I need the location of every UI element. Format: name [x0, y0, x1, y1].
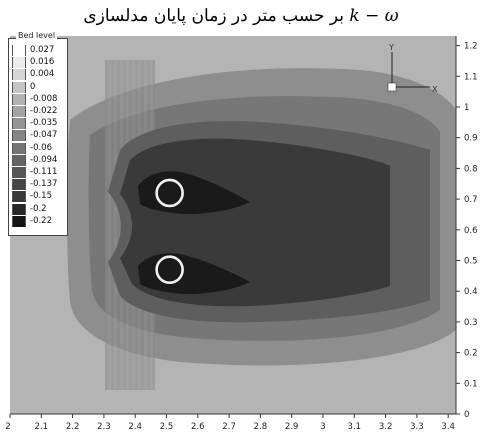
x-tick-label: 2.4 [128, 422, 142, 432]
x-tick-label: 2 [5, 422, 10, 432]
legend-label: -0.047 [30, 130, 58, 141]
pier-circle [155, 255, 184, 285]
legend: Bed level 0.027 0.016 0.004 0 -0.008 -0.022 -0… [8, 31, 68, 236]
legend-label: -0.035 [30, 118, 58, 129]
legend-swatch [12, 167, 26, 178]
legend-entry: -0.137 [12, 179, 64, 191]
legend-label: -0.022 [30, 106, 58, 116]
x-tick-label: 3.3 [410, 422, 424, 432]
legend-entry: -0.035 [12, 118, 64, 130]
y-tick-label: 0.7 [464, 195, 478, 205]
x-tick-label: 2.9 [285, 422, 299, 432]
scour-hole-lower [138, 253, 250, 294]
legend-label: -0.22 [30, 215, 52, 226]
y-tick-label: 0.3 [464, 318, 478, 328]
x-tick-label: 2.6 [191, 422, 205, 432]
legend-entry: 0.027 [12, 45, 64, 56]
x-tick-label: 2.5 [160, 422, 174, 432]
x-tick-label: 2.1 [35, 422, 49, 432]
legend-swatch [12, 142, 26, 154]
y-tick-label: 0.5 [464, 257, 478, 267]
y-tick-label: 0.2 [464, 349, 478, 359]
legend-entry: -0.094 [12, 154, 64, 166]
legend-swatch [12, 69, 26, 81]
legend-swatch [12, 179, 26, 191]
legend-label: -0.008 [30, 93, 58, 104]
legend-entry: -0.047 [12, 130, 64, 142]
legend-swatch [12, 191, 26, 203]
x-tick-label: 3.2 [379, 422, 393, 432]
y-tick-label: 0 [464, 410, 469, 420]
legend-swatch [12, 118, 26, 130]
figure-caption: بر حسب متر در زمان پایان مدلسازی k − ω [0, 6, 486, 26]
coordinate-triad: Y X [387, 43, 438, 94]
x-tick-label: 2.2 [66, 422, 80, 432]
legend-entry: -0.22 [12, 215, 64, 227]
legend-swatch [12, 93, 26, 105]
legend-entry: -0.2 [12, 203, 64, 215]
legend-label: 0 [30, 81, 36, 92]
x-tick-label: 3.1 [348, 422, 362, 432]
triad-origin [387, 82, 397, 92]
legend-entry: -0.111 [12, 167, 64, 178]
legend-swatch [12, 57, 26, 69]
triad-x-label: X [432, 85, 438, 94]
legend-entry: -0.06 [12, 142, 64, 154]
y-tick-label: 0.4 [464, 287, 478, 297]
legend-label: -0.06 [30, 142, 52, 153]
legend-entry: -0.022 [12, 106, 64, 117]
legend-label: -0.15 [30, 191, 52, 202]
caption-text: بر حسب متر در زمان پایان مدلسازی [83, 6, 345, 26]
legend-entry: 0.004 [12, 69, 64, 81]
legend-label: 0.004 [30, 69, 55, 80]
triad-y-label: Y [388, 43, 394, 52]
legend-swatch [12, 45, 26, 56]
legend-entry: 0 [12, 81, 64, 93]
legend-entry: 0.016 [12, 57, 64, 69]
pier-markers [155, 178, 184, 285]
y-tick-label: 1.2 [464, 42, 478, 52]
legend-swatch [12, 130, 26, 142]
x-tick-label: 3 [320, 422, 325, 432]
x-axis-ticks: 2 2.1 2.2 2.3 2.4 2.5 2.6 2.7 2.8 2.9 3 3.1 3.2 3.3 3.… [5, 414, 455, 432]
scour-hole-upper [138, 171, 250, 214]
legend-title: Bed level [16, 31, 58, 41]
legend-label: -0.111 [30, 167, 58, 177]
pier-circle [155, 178, 184, 208]
y-tick-label: 0.8 [464, 164, 478, 174]
y-tick-label: 1 [464, 103, 469, 113]
x-tick-label: 2.3 [97, 422, 111, 432]
y-axis-ticks: 0 0.1 0.2 0.3 0.4 0.5 0.6 0.7 0.8 0.9 1 1.1 1.2 [456, 42, 478, 420]
legend-label: 0.016 [30, 57, 55, 68]
caption-math: k − ω [349, 6, 399, 26]
y-tick-label: 0.9 [464, 134, 478, 144]
x-tick-label: 3.4 [441, 422, 455, 432]
legend-label: -0.094 [30, 154, 58, 165]
legend-swatch [12, 106, 26, 117]
legend-swatch [12, 154, 26, 166]
legend-swatch [12, 81, 26, 93]
legend-entry: -0.15 [12, 191, 64, 203]
x-tick-label: 2.8 [254, 422, 268, 432]
legend-label: -0.137 [30, 179, 58, 190]
legend-label: -0.2 [30, 203, 47, 214]
legend-entry: -0.008 [12, 93, 64, 105]
y-tick-label: 1.1 [464, 72, 478, 82]
legend-label: 0.027 [30, 45, 55, 55]
x-tick-label: 2.7 [222, 422, 236, 432]
legend-swatch [12, 215, 26, 227]
y-tick-label: 0.6 [464, 226, 478, 236]
legend-swatch [12, 203, 26, 215]
y-tick-label: 0.1 [464, 379, 478, 389]
